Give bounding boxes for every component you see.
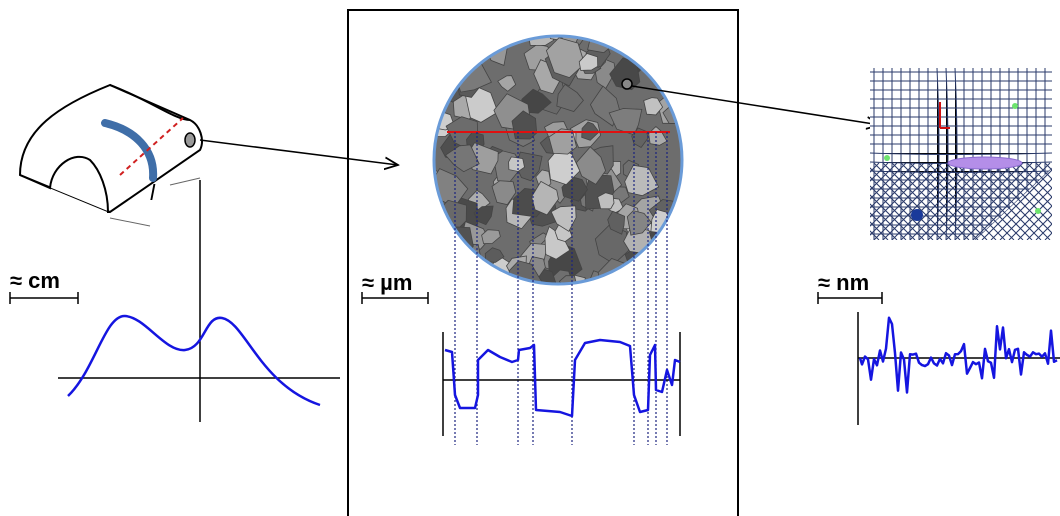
lattice-line <box>802 163 879 240</box>
grain <box>440 65 457 80</box>
scale-label: ≈ nm <box>818 270 869 295</box>
grain <box>438 265 477 294</box>
grain <box>677 23 697 40</box>
grain <box>428 26 456 62</box>
grain <box>460 30 483 55</box>
grain <box>509 157 525 172</box>
atom <box>1035 208 1041 214</box>
grain <box>674 94 690 113</box>
grain <box>645 28 674 61</box>
lattice-line <box>1054 163 1060 240</box>
scale-bar <box>10 292 78 304</box>
atom <box>1012 103 1018 109</box>
lattice-line <box>784 163 861 240</box>
lattice-line <box>793 163 870 240</box>
lattice-line <box>1054 163 1060 240</box>
lattice-line <box>802 163 879 240</box>
diagram: l ≈ cm ≈ µm ≈ nm <box>0 0 1060 516</box>
grain <box>438 240 468 270</box>
grain <box>468 22 483 40</box>
grain <box>618 17 652 48</box>
precipitate <box>948 157 1022 169</box>
grain <box>528 21 554 46</box>
profile-curve <box>445 340 680 416</box>
grain <box>623 34 645 53</box>
grain <box>499 283 515 296</box>
atom <box>911 209 923 221</box>
profile-curve <box>860 318 1057 393</box>
atom <box>884 155 890 161</box>
grain <box>435 200 467 229</box>
lattice-line <box>793 163 870 240</box>
scale-label: ≈ µm <box>362 270 412 295</box>
grain <box>459 272 486 299</box>
lattice-line <box>775 163 852 240</box>
grain <box>442 57 460 76</box>
grain <box>440 51 459 66</box>
half-cylinder <box>20 85 202 226</box>
grain <box>461 14 491 51</box>
profile-curve <box>68 316 320 405</box>
lattice-line <box>775 163 852 240</box>
grain <box>437 35 457 58</box>
grain <box>437 35 470 70</box>
lattice-line <box>784 163 861 240</box>
zoom-point <box>622 79 632 89</box>
grain <box>658 26 681 49</box>
scale-label: ≈ cm <box>10 268 60 293</box>
grain <box>466 33 484 47</box>
grain <box>677 246 688 258</box>
grain <box>596 23 613 42</box>
micrograph <box>415 14 697 303</box>
grain <box>481 269 502 285</box>
grain <box>651 25 674 49</box>
arrow <box>200 140 398 165</box>
grain <box>665 39 677 55</box>
length-label: l <box>150 180 156 205</box>
grain <box>643 29 660 45</box>
